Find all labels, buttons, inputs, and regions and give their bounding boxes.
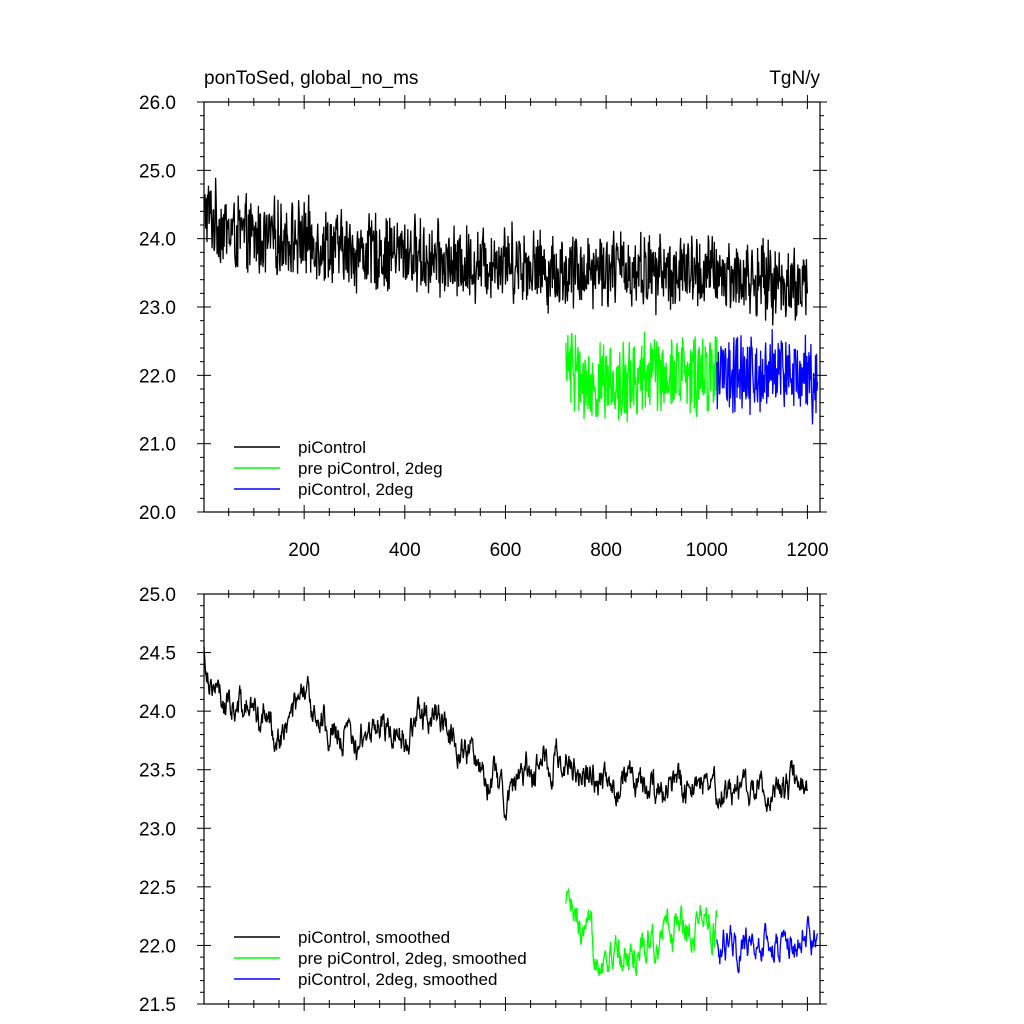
legend-label: piControl, 2deg, smoothed [298,970,497,989]
bottom-ticks: 21.5 22.0 22.5 23.0 23.5 24.0 24.5 25.0 [139,585,827,1016]
series-line-picontrol-2deg [716,329,819,425]
legend-label: pre piControl, 2deg [298,459,443,478]
x-tick-label: 1200 [786,540,828,561]
bottom-panel: 21.5 22.0 22.5 23.0 23.5 24.0 24.5 25.0 piContr… [139,585,827,1016]
legend-label: piControl, smoothed [298,928,450,947]
y-tick-label: 20.0 [139,503,176,524]
top-series [203,177,819,425]
legend-label: piControl [298,438,366,457]
x-tick-label: 800 [590,540,622,561]
top-plot-frame [203,101,821,513]
y-tick-label: 24.0 [139,702,176,723]
y-tick-label: 23.0 [139,298,176,319]
y-tick-label: 22.0 [139,936,176,957]
y-tick-label: 23.0 [139,819,176,840]
y-tick-label: 25.0 [139,161,176,182]
y-tick-label: 26.0 [139,93,176,114]
y-tick-label: 23.5 [139,761,176,782]
y-tick-label: 21.0 [139,435,176,456]
bottom-plot-frame [203,593,821,1005]
y-tick-label: 24.5 [139,644,176,665]
y-tick-label: 21.5 [139,995,176,1016]
bottom-legend: piControl, smoothed pre piControl, 2deg, … [234,928,527,989]
legend-label: piControl, 2deg [298,480,413,499]
y-tick-label: 25.0 [139,585,176,606]
legend-label: pre piControl, 2deg, smoothed [298,949,527,968]
x-tick-label: 600 [490,540,522,561]
top-ticks: 20.0 21.0 22.0 23.0 24.0 25.0 26.0 200 400 600 800… [139,93,829,561]
x-tick-label: 200 [288,540,320,561]
series-line-picontrol-2deg-smoothed [716,915,819,974]
series-line-pre-picontrol-2deg-smoothed [565,887,718,976]
y-tick-label: 22.0 [139,366,176,387]
y-tick-label: 24.0 [139,230,176,251]
series-line-picontrol-smoothed [203,646,809,821]
top-title-left: ponToSed, global_no_ms [204,68,418,89]
x-tick-label: 1000 [686,540,728,561]
top-panel: ponToSed, global_no_ms TgN/y 20.0 21.0 22.… [139,68,829,561]
y-tick-label: 22.5 [139,878,176,899]
series-line-picontrol [203,177,809,326]
series-line-pre-picontrol-2deg [565,331,718,423]
top-title-right: TgN/y [769,68,820,89]
x-tick-label: 400 [389,540,421,561]
top-legend: piControl pre piControl, 2deg piControl, 2… [234,438,443,499]
bottom-series [203,646,819,976]
